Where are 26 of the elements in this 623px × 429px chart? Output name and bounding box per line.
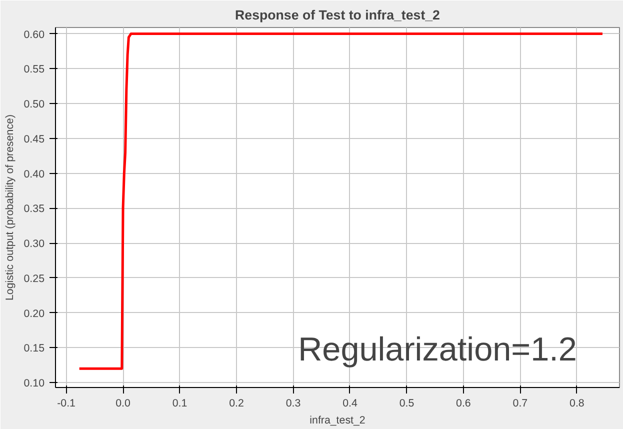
y-tick-label: 0.35 xyxy=(24,203,45,216)
y-axis-title: Logistic output (probability of presence) xyxy=(4,114,16,300)
y-tick-label: 0.20 xyxy=(24,308,45,320)
x-axis-title: infra_test_2 xyxy=(310,414,366,426)
y-tick-label: 0.10 xyxy=(24,378,45,390)
chart-title: Response of Test to infra_test_2 xyxy=(235,8,440,22)
y-tick-label: 0.25 xyxy=(24,272,45,285)
x-tick-label: 0.5 xyxy=(399,398,414,410)
x-tick-label: 0.3 xyxy=(286,398,301,410)
x-tick-label: 0.1 xyxy=(172,398,188,410)
x-tick-label: 0.8 xyxy=(570,398,584,410)
y-tick-label: 0.45 xyxy=(24,133,45,146)
x-tick-label: 0.4 xyxy=(342,398,358,410)
x-tick-label: 0.6 xyxy=(456,398,471,410)
y-tick-label: 0.40 xyxy=(24,168,45,180)
y-tick-label: 0.50 xyxy=(24,98,45,111)
x-tick-label: 0.7 xyxy=(512,398,528,410)
y-tick-label: 0.60 xyxy=(24,28,45,41)
annotation: Regularization=1.2 xyxy=(298,332,577,369)
y-tick-label: 0.30 xyxy=(24,238,45,250)
y-tick-label: 0.55 xyxy=(24,64,45,76)
x-tick-label: 0.2 xyxy=(229,398,244,410)
x-tick-label: -0.1 xyxy=(57,398,76,410)
x-tick-label: 0.0 xyxy=(116,398,130,410)
line-series xyxy=(78,32,604,370)
y-tick-label: 0.15 xyxy=(24,342,45,355)
